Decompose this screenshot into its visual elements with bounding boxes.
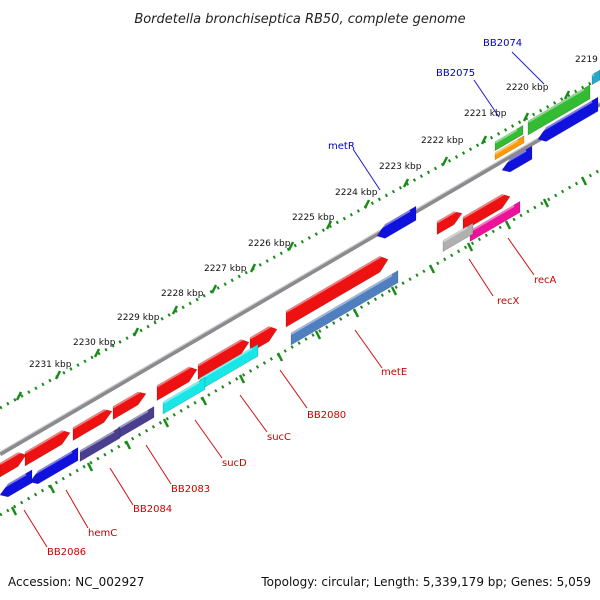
cds-mete-cog-highlight bbox=[290, 274, 393, 335]
gene-label-bb2075[interactable]: BB2075 bbox=[436, 68, 475, 79]
gene-label-metr[interactable]: metR bbox=[328, 141, 355, 152]
gene-label-hemc[interactable]: hemC bbox=[88, 528, 117, 539]
cds-bb2075-orange-highlight bbox=[494, 139, 519, 155]
cds-recx-cog-highlight bbox=[442, 226, 468, 243]
cds-recx-red-highlight bbox=[436, 210, 457, 224]
cds-small-blue-highlight bbox=[501, 149, 527, 166]
cds-reca-cog[interactable] bbox=[469, 200, 521, 243]
gene-label-bb2074[interactable]: BB2074 bbox=[483, 38, 522, 49]
kbp-label: 2221 kbp bbox=[464, 109, 507, 119]
cds-bb2083[interactable] bbox=[112, 391, 147, 421]
label-leaders bbox=[23, 51, 545, 548]
cds-metr[interactable] bbox=[376, 205, 417, 239]
cds-reca-highlight bbox=[462, 193, 505, 219]
cds-bb2084-cog-highlight bbox=[79, 430, 115, 453]
cds-bb2080-highlight bbox=[249, 325, 272, 340]
kbp-label: 2231 kbp bbox=[29, 360, 72, 370]
cds-mete-cog[interactable] bbox=[290, 270, 399, 346]
cds-succ[interactable] bbox=[197, 339, 250, 381]
outer-ruler-dots bbox=[0, 76, 600, 410]
cds-sucd-cog[interactable] bbox=[162, 376, 206, 415]
cds-bb2083-highlight bbox=[112, 390, 141, 409]
cds-bb2075-green[interactable] bbox=[494, 124, 524, 152]
kbp-label: 2223 kbp bbox=[379, 162, 422, 172]
gene-label-bb2084[interactable]: BB2084 bbox=[133, 504, 172, 515]
outer-ruler-ticks bbox=[15, 90, 571, 401]
genome-summary: Topology: circular; Length: 5,339,179 bp… bbox=[260, 575, 591, 589]
cds-hemc-rev[interactable] bbox=[29, 446, 79, 485]
cds-hemc[interactable] bbox=[24, 430, 71, 467]
cds-bb2075-orange[interactable] bbox=[494, 135, 525, 161]
cds-succ-cog-highlight bbox=[199, 347, 253, 380]
gene-features bbox=[0, 69, 600, 498]
kbp-label: 2230 kbp bbox=[73, 338, 116, 348]
gene-label-mete[interactable]: metE bbox=[381, 367, 407, 378]
kbp-label: 2229 kbp bbox=[117, 313, 160, 323]
gene-label-reca[interactable]: recA bbox=[534, 275, 557, 286]
cds-right-edge-highlight bbox=[591, 73, 595, 77]
cds-bb2084[interactable] bbox=[72, 409, 113, 442]
kbp-label: 2222 kbp bbox=[421, 136, 464, 146]
cds-bb2074-forward[interactable] bbox=[527, 84, 591, 136]
kbp-label: 2225 kbp bbox=[292, 213, 335, 223]
cds-hemc-rev-highlight bbox=[29, 451, 73, 478]
cds-sucd-cog-highlight bbox=[162, 381, 200, 404]
cds-right-edge[interactable] bbox=[591, 69, 600, 86]
cds-bb2084-highlight bbox=[72, 408, 107, 430]
kbp-label: 2227 kbp bbox=[204, 264, 247, 274]
cds-metr-highlight bbox=[376, 209, 411, 231]
cds-recx-cog[interactable] bbox=[442, 222, 474, 253]
cds-right-blue[interactable] bbox=[537, 96, 599, 142]
cds-bb2075-green-highlight bbox=[494, 129, 518, 144]
cds-hemc-highlight bbox=[24, 429, 65, 454]
cds-bb2086[interactable] bbox=[0, 452, 27, 478]
accession-label: Accession: NC_002927 bbox=[8, 575, 144, 589]
cds-bb2084-cog[interactable] bbox=[79, 426, 121, 463]
cds-recx-red[interactable] bbox=[436, 211, 463, 236]
gene-label-succ[interactable]: sucC bbox=[267, 432, 291, 443]
kbp-label: 2228 kbp bbox=[161, 289, 204, 299]
cds-right-blue-highlight bbox=[537, 100, 593, 135]
cds-small-blue[interactable] bbox=[501, 145, 533, 173]
cds-bb2086-rev[interactable] bbox=[0, 469, 33, 498]
cds-reca-cog-highlight bbox=[469, 204, 515, 233]
kbp-label: 2219 kbp bbox=[575, 55, 600, 65]
cds-sucd-highlight bbox=[156, 365, 192, 388]
cds-bb2074-forward-highlight bbox=[527, 88, 585, 123]
cds-sucd[interactable] bbox=[156, 366, 198, 402]
gene-label-recx[interactable]: recX bbox=[497, 296, 520, 307]
cds-mete[interactable] bbox=[285, 255, 389, 328]
cds-bb2086-highlight bbox=[0, 451, 21, 465]
gene-label-bb2086[interactable]: BB2086 bbox=[47, 547, 86, 558]
kbp-label: 2226 kbp bbox=[248, 239, 291, 249]
kbp-label: 2224 kbp bbox=[335, 188, 378, 198]
inner-ruler-ticks bbox=[10, 176, 588, 516]
inner-ruler-dots bbox=[0, 168, 600, 517]
gene-label-sucd[interactable]: sucD bbox=[222, 458, 247, 469]
kbp-label: 2220 kbp bbox=[506, 83, 549, 93]
genome-backbone bbox=[0, 102, 600, 456]
cds-mete-highlight bbox=[285, 255, 383, 313]
gene-label-bb2083[interactable]: BB2083 bbox=[171, 484, 210, 495]
cds-bb2086-rev-highlight bbox=[0, 473, 27, 491]
map-title: Bordetella bronchiseptica RB50, complete… bbox=[134, 12, 465, 27]
gene-label-bb2080[interactable]: BB2080 bbox=[307, 410, 346, 421]
cds-reca[interactable] bbox=[462, 193, 511, 232]
cds-bb2083-cog-highlight bbox=[117, 410, 149, 430]
cds-succ-highlight bbox=[197, 338, 244, 367]
